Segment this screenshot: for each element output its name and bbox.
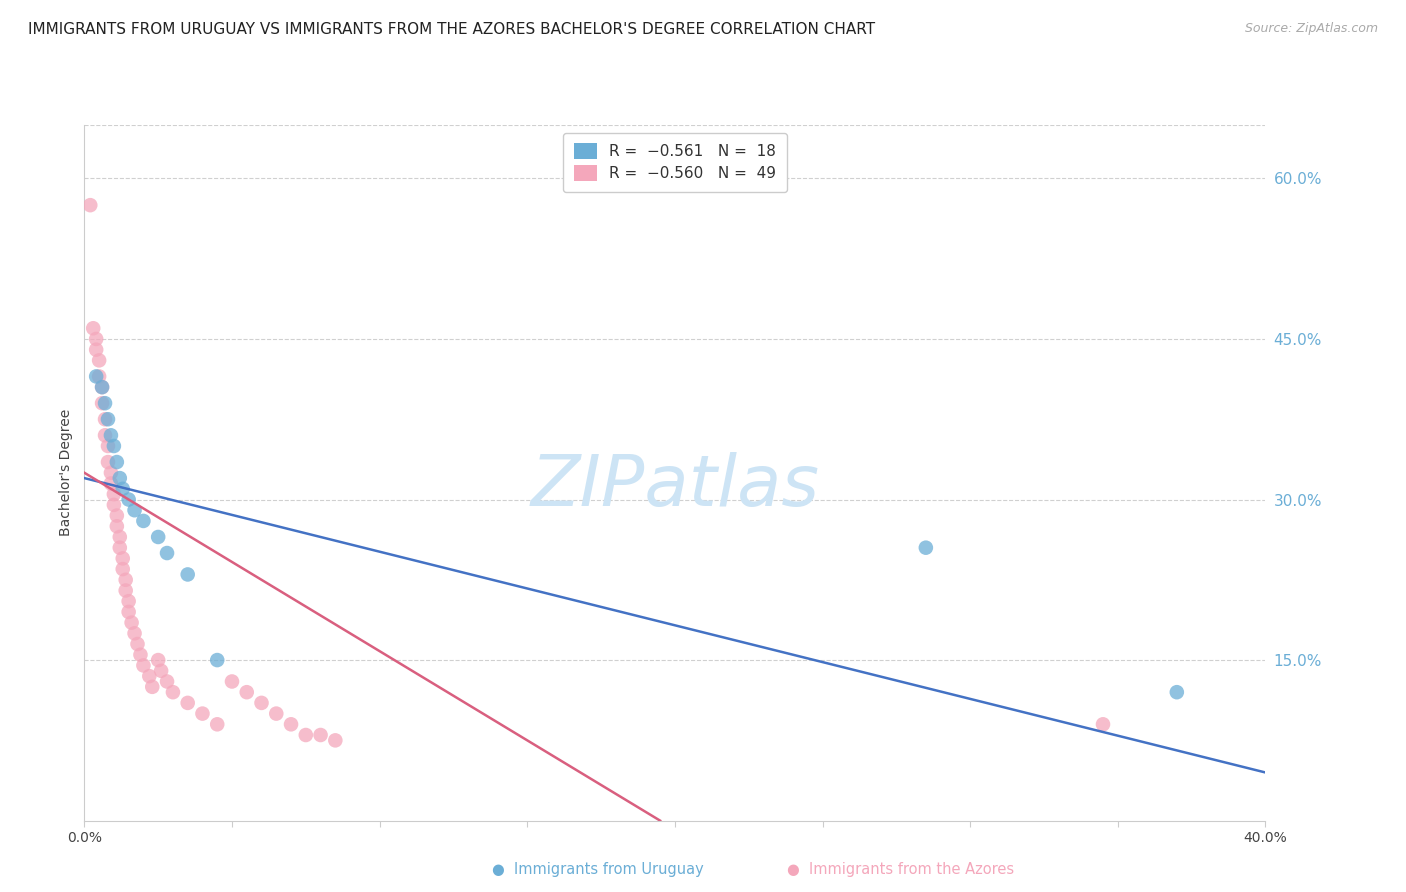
- Point: [118, 492, 141, 507]
- Point: [94, 428, 117, 442]
- Point: [111, 551, 134, 566]
- Point: [118, 594, 141, 608]
- Point: [105, 455, 128, 469]
- Point: [91, 396, 114, 410]
- Point: [1092, 717, 1115, 731]
- Point: [118, 605, 141, 619]
- Point: [191, 706, 214, 721]
- Point: [280, 717, 302, 731]
- Point: [100, 476, 122, 491]
- Point: [108, 541, 131, 555]
- Point: [177, 696, 200, 710]
- Point: [148, 530, 170, 544]
- Point: [111, 482, 134, 496]
- Point: [221, 674, 243, 689]
- Point: [121, 615, 143, 630]
- Point: [89, 369, 111, 384]
- Point: [97, 439, 120, 453]
- Text: ●  Immigrants from Uruguay: ● Immigrants from Uruguay: [492, 863, 704, 877]
- Text: ●  Immigrants from the Azores: ● Immigrants from the Azores: [787, 863, 1015, 877]
- Text: ZIPatlas: ZIPatlas: [530, 452, 820, 521]
- Point: [129, 648, 152, 662]
- Point: [100, 428, 122, 442]
- Point: [162, 685, 184, 699]
- Point: [91, 380, 114, 394]
- Point: [114, 573, 136, 587]
- Point: [82, 321, 104, 335]
- Point: [205, 653, 228, 667]
- Point: [103, 439, 125, 453]
- Point: [132, 658, 155, 673]
- Point: [97, 455, 120, 469]
- Y-axis label: Bachelor's Degree: Bachelor's Degree: [59, 409, 73, 536]
- Point: [309, 728, 332, 742]
- Point: [89, 353, 111, 368]
- Point: [124, 626, 146, 640]
- Point: [205, 717, 228, 731]
- Point: [914, 541, 936, 555]
- Point: [84, 332, 107, 346]
- Point: [103, 487, 125, 501]
- Point: [91, 380, 114, 394]
- Point: [108, 530, 131, 544]
- Point: [138, 669, 160, 683]
- Point: [132, 514, 155, 528]
- Point: [79, 198, 101, 212]
- Text: IMMIGRANTS FROM URUGUAY VS IMMIGRANTS FROM THE AZORES BACHELOR'S DEGREE CORRELAT: IMMIGRANTS FROM URUGUAY VS IMMIGRANTS FR…: [28, 22, 876, 37]
- Point: [250, 696, 273, 710]
- Point: [127, 637, 149, 651]
- Point: [108, 471, 131, 485]
- Point: [264, 706, 288, 721]
- Point: [150, 664, 173, 678]
- Point: [84, 369, 107, 384]
- Point: [156, 674, 179, 689]
- Point: [103, 498, 125, 512]
- Point: [94, 412, 117, 426]
- Point: [323, 733, 347, 747]
- Point: [100, 466, 122, 480]
- Point: [156, 546, 179, 560]
- Point: [124, 503, 146, 517]
- Point: [111, 562, 134, 576]
- Text: Source: ZipAtlas.com: Source: ZipAtlas.com: [1244, 22, 1378, 36]
- Point: [114, 583, 136, 598]
- Point: [97, 412, 120, 426]
- Point: [236, 685, 259, 699]
- Legend: R =  −0.561   N =  18, R =  −0.560   N =  49: R = −0.561 N = 18, R = −0.560 N = 49: [564, 133, 786, 192]
- Point: [105, 508, 128, 523]
- Point: [84, 343, 107, 357]
- Point: [141, 680, 163, 694]
- Point: [1166, 685, 1188, 699]
- Point: [295, 728, 318, 742]
- Point: [148, 653, 170, 667]
- Point: [94, 396, 117, 410]
- Point: [105, 519, 128, 533]
- Point: [177, 567, 200, 582]
